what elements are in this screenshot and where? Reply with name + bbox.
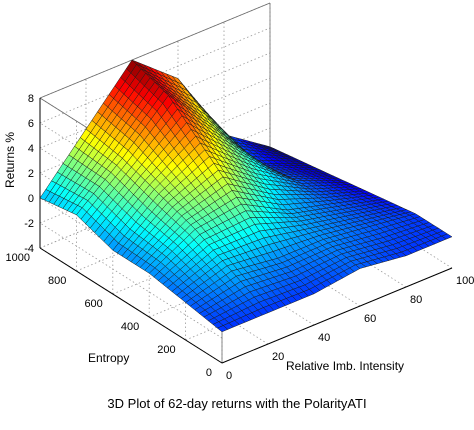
z-tick-label: 8 bbox=[28, 93, 34, 105]
y-tick-label: 800 bbox=[48, 275, 66, 287]
z-axis-label: Returns % bbox=[3, 132, 17, 188]
y-tick-label: 600 bbox=[84, 298, 102, 310]
surface-facet bbox=[216, 325, 229, 333]
x-tick-label: 0 bbox=[226, 370, 232, 382]
box-edge bbox=[39, 2, 271, 99]
z-tick-label: -2 bbox=[24, 218, 34, 230]
z-tick-label: 0 bbox=[28, 193, 34, 205]
z-tick-label: 2 bbox=[28, 168, 34, 180]
z-tick-label: 4 bbox=[28, 143, 34, 155]
x-tick-label: 80 bbox=[410, 294, 422, 306]
y-tick-label: 200 bbox=[157, 344, 175, 356]
axis-lines bbox=[39, 98, 453, 364]
y-tick-label: 0 bbox=[206, 367, 212, 379]
figure-caption: 3D Plot of 62-day returns with the Polar… bbox=[107, 396, 367, 411]
y-tick-label: 1000 bbox=[6, 252, 30, 264]
x-tick-label: 100 bbox=[456, 275, 474, 287]
z-tick-label: 6 bbox=[28, 118, 34, 130]
axis-line bbox=[39, 247, 223, 364]
x-tick-label: 20 bbox=[272, 351, 284, 363]
axis-line bbox=[221, 267, 453, 364]
z-tick-label: -4 bbox=[24, 243, 34, 255]
x-axis-label: Relative Imb. Intensity bbox=[286, 359, 404, 373]
y-axis-label: Entropy bbox=[88, 351, 129, 365]
x-tick-label: 60 bbox=[364, 313, 376, 325]
y-tick-label: 400 bbox=[121, 321, 139, 333]
surface-mesh bbox=[39, 59, 453, 333]
x-tick-label: 40 bbox=[318, 332, 330, 344]
